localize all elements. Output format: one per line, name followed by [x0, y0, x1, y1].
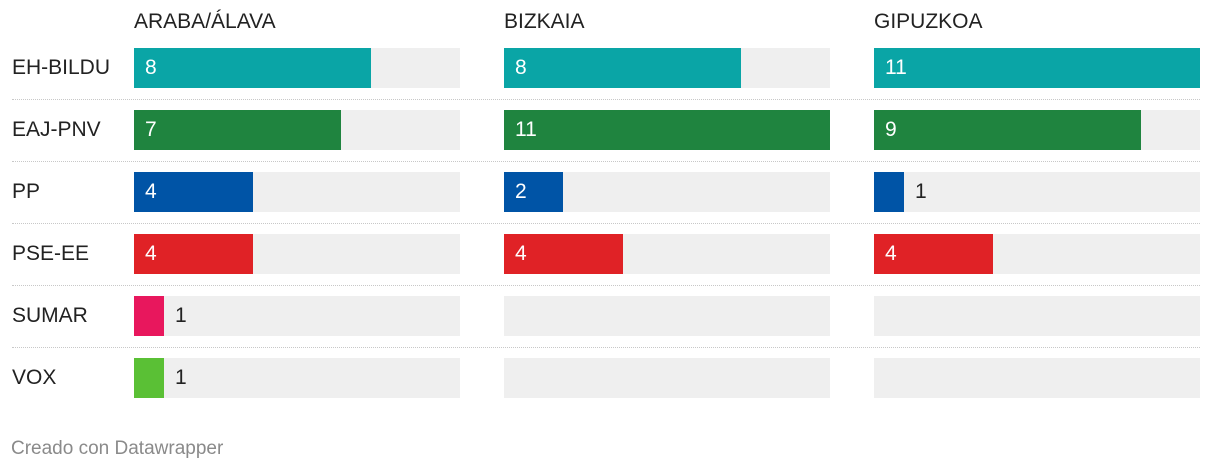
bar[interactable] — [504, 234, 623, 274]
value-label: 4 — [145, 180, 157, 203]
bar[interactable] — [134, 172, 253, 212]
bar-track: 8 — [504, 48, 830, 88]
party-label: SUMAR — [12, 304, 88, 327]
bar-track: 4 — [134, 172, 460, 212]
bar-track: 2 — [504, 172, 830, 212]
bar-track: 9 — [874, 110, 1200, 150]
value-label: 11 — [515, 118, 537, 141]
bar[interactable] — [134, 296, 164, 336]
row-separator — [12, 285, 1200, 286]
bar-track: 1 — [874, 172, 1200, 212]
value-label: 8 — [515, 56, 527, 79]
bar[interactable] — [134, 110, 341, 150]
bar-track: 4 — [874, 234, 1200, 274]
row-separator — [12, 99, 1200, 100]
bar[interactable] — [874, 110, 1141, 150]
party-label: VOX — [12, 366, 57, 389]
bar[interactable] — [504, 48, 741, 88]
row-separator — [12, 223, 1200, 224]
party-label: PSE-EE — [12, 242, 90, 265]
bar-track: 4 — [134, 234, 460, 274]
value-label: 1 — [175, 304, 187, 327]
bar-track: 1 — [134, 296, 460, 336]
bar-track: 11 — [504, 110, 830, 150]
datawrapper-credit[interactable]: Creado con Datawrapper — [11, 438, 224, 459]
value-label: 9 — [885, 118, 897, 141]
value-label: 4 — [145, 242, 157, 265]
bar[interactable] — [134, 234, 253, 274]
value-label: 7 — [145, 118, 157, 141]
row-separator — [12, 347, 1200, 348]
region-header: BIZKAIA — [504, 10, 585, 33]
bar-track: 8 — [134, 48, 460, 88]
bar-track — [874, 296, 1200, 336]
bar-track: 4 — [504, 234, 830, 274]
bar[interactable] — [134, 48, 371, 88]
value-label: 1 — [915, 180, 927, 203]
bar-track: 1 — [134, 358, 460, 398]
bar-track — [874, 358, 1200, 398]
value-label: 8 — [145, 56, 157, 79]
bar[interactable] — [504, 172, 563, 212]
bar-track — [504, 358, 830, 398]
seat-bar-chart: ARABA/ÁLAVA BIZKAIA GIPUZKOA EH-BILDU 8 8 11 EA… — [12, 10, 1200, 398]
party-label: EAJ-PNV — [12, 118, 101, 141]
region-header: ARABA/ÁLAVA — [134, 10, 276, 33]
value-label: 1 — [175, 366, 187, 389]
party-label: EH-BILDU — [12, 56, 111, 79]
party-label: PP — [12, 180, 41, 203]
bar[interactable] — [874, 48, 1200, 88]
bar[interactable] — [134, 358, 164, 398]
row-separator — [12, 161, 1200, 162]
value-label: 4 — [885, 242, 897, 265]
bar[interactable] — [504, 110, 830, 150]
bar[interactable] — [874, 172, 904, 212]
bar[interactable] — [874, 234, 993, 274]
bar-track: 7 — [134, 110, 460, 150]
value-label: 11 — [885, 56, 907, 79]
bar-track — [504, 296, 830, 336]
bar-track: 11 — [874, 48, 1200, 88]
value-label: 4 — [515, 242, 527, 265]
region-header: GIPUZKOA — [874, 10, 983, 33]
value-label: 2 — [515, 180, 527, 203]
